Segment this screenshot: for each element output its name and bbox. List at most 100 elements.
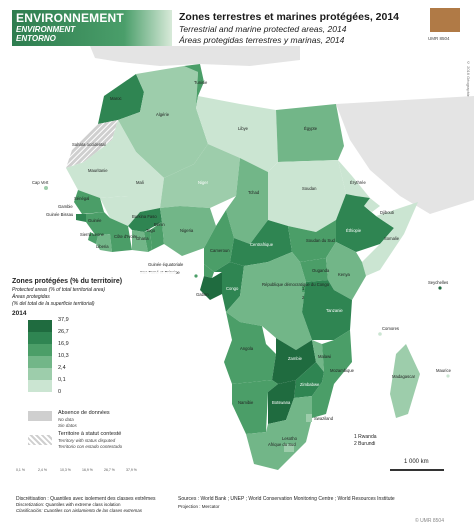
label-gabon: Gabon (196, 292, 209, 297)
label-tunisie: Tunisie (194, 80, 208, 85)
footer (0, 490, 474, 532)
togo-shape (144, 230, 152, 252)
legend-title-fr: Zones protégées (% du territoire) (12, 278, 123, 285)
map-title-en: Terrestrial and marine protected areas, … (179, 24, 347, 34)
label-maroc: Maroc (110, 96, 122, 101)
label-congo: Congo (226, 286, 239, 291)
label-cote-ivoire: Côte d'Ivoire (114, 234, 138, 239)
legend-disputed-es: Territorio con estado contestado (58, 444, 123, 449)
label-botswana: Botswana (272, 400, 291, 405)
label-rdc: République démocratique du Congo (262, 282, 330, 287)
legend-title-en: Protected areas (% of total territorial … (12, 287, 106, 293)
western-sahara-shape (66, 120, 118, 168)
mozambique-shape (312, 330, 352, 418)
mini-label-2: 2,4 % (38, 468, 47, 472)
label-niger: Niger (198, 180, 209, 185)
legend-panel: Zones protégées (% du territoire) Protec… (8, 272, 176, 458)
sao-tome-island (194, 274, 198, 278)
label-comores: Comores (382, 326, 399, 331)
label-kenya: Kenya (338, 272, 351, 277)
eritrea-shape (338, 160, 370, 198)
label-guinee-bissau: Guinée Bissau (46, 212, 74, 217)
label-madagascar: Madagascar (392, 374, 416, 379)
gabon-shape (200, 272, 222, 300)
label-lesotho: Lesotho (282, 436, 298, 441)
label-libye: Libye (238, 126, 249, 131)
legend-no-data-es: Sin datos (58, 423, 77, 428)
scale-bar (390, 469, 444, 471)
south-africa-shape (246, 396, 312, 470)
label-afrique-sud: Afrique du Sud (268, 442, 296, 447)
legend-break-7: 0 (58, 389, 62, 395)
label-mauritanie: Mauritanie (88, 168, 108, 173)
label-benin: Bénin (154, 222, 165, 227)
label-tchad: Tchad (248, 190, 260, 195)
legend-break-3: 16,9 (58, 341, 69, 347)
zimbabwe-shape (294, 362, 324, 398)
niger-shape (160, 144, 240, 208)
tanzania-shape (302, 280, 352, 340)
label-malawi: Malawi (318, 354, 331, 359)
footer-sources: Sources : World Bank ; UNEP ; World Cons… (178, 496, 395, 502)
legend-break-6: 0,1 (58, 377, 66, 383)
label-liberia: Liberia (96, 244, 109, 249)
logo-caption: UMR 8504 (428, 36, 450, 41)
legend-swatch-5 (28, 368, 52, 380)
lesotho-shape (284, 444, 294, 452)
legend-break-4: 10,3 (58, 353, 69, 359)
scale-label: 1 000 km (404, 459, 429, 465)
comoros-island (378, 332, 382, 336)
label-erythree: Érythrée (350, 180, 366, 185)
libya-shape (196, 96, 278, 172)
label-guinee-eq: Guinée équatoriale (148, 262, 184, 267)
label-soudan-sud: Soudan du Sud (306, 238, 336, 243)
burkina-shape (128, 208, 162, 232)
zambia-shape (272, 338, 316, 384)
drc-shape (226, 252, 312, 350)
senegal-shape (74, 190, 104, 214)
label-soudan: Soudan (302, 186, 317, 191)
mini-label-3: 10,3 % (60, 468, 71, 472)
somalia-shape (362, 202, 418, 276)
legend-no-data-en: No data (58, 417, 74, 422)
label-rwanda-num: 1 (302, 286, 305, 291)
mali-shape (100, 120, 164, 226)
label-centrafrique: Centrafrique (250, 242, 274, 247)
legend-title-es1: Áreas protegidas (12, 294, 50, 300)
legend-swatch-1 (28, 320, 52, 332)
footer-discretization: Discrétisation : Quantiles avec isolemen… (16, 496, 156, 502)
label-angola: Angola (240, 346, 254, 351)
middle-east-landmass (336, 96, 474, 214)
label-mozambique: Mozambique (330, 368, 355, 373)
ghana-shape (132, 230, 148, 252)
label-burkina: Burkina Faso (132, 214, 157, 219)
label-somalie: Somalie (384, 236, 400, 241)
kenya-shape (326, 242, 366, 300)
cape-verde-island (44, 186, 48, 190)
legend-break-1: 37,9 (58, 317, 69, 323)
legend-swatch-4 (28, 356, 52, 368)
label-zambie: Zambie (288, 356, 303, 361)
legend-swatch-2 (28, 332, 52, 344)
mini-label-4: 16,9 % (82, 468, 93, 472)
uganda-shape (300, 258, 328, 282)
note-burundi: 2 Burundi (354, 441, 376, 447)
label-zimbabwe: Zimbabwe (300, 382, 320, 387)
cameroon-shape (204, 210, 234, 272)
label-egypte: Égypte (304, 126, 318, 131)
theme-banner (12, 10, 172, 46)
label-sahara: Sahara occidental (72, 142, 106, 147)
theme-title-en: ENVIRONMENT (16, 25, 76, 34)
footer-copyright: © UMR 8504 (415, 518, 444, 524)
egypt-shape (276, 104, 344, 162)
congo-shape (214, 262, 244, 312)
legend-no-data-fr: Absence de données (58, 410, 110, 416)
chad-shape (226, 158, 268, 244)
theme-title-es: ENTORNO (16, 34, 56, 43)
liberia-shape (96, 234, 112, 252)
map-title-fr: Zones terrestres et marines protégées, 2… (179, 11, 400, 23)
note-rwanda: 1 Rwanda (354, 434, 377, 440)
mini-label-6: 37,9 % (126, 468, 137, 472)
legend-disputed-en: Territory with status disputed (58, 438, 116, 443)
label-djibouti: Djibouti (380, 210, 394, 215)
